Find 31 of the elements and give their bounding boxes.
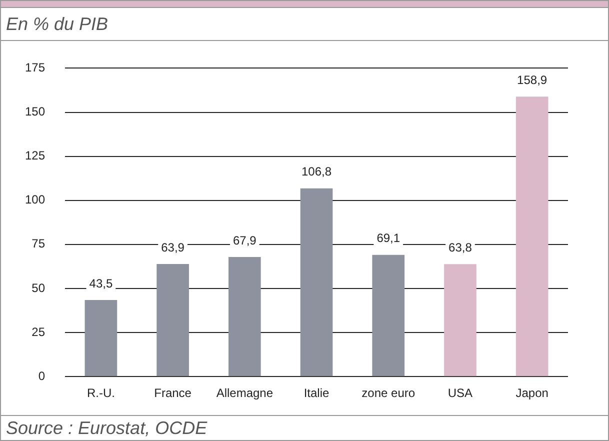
y-tick-label: 150 [24, 104, 46, 119]
data-label: 43,5 [89, 276, 113, 290]
bar [516, 96, 548, 376]
y-tick-label: 175 [24, 60, 46, 75]
x-tick-label: R.-U. [86, 386, 115, 400]
bar [84, 300, 118, 376]
x-tick-label: Japon [516, 386, 548, 400]
x-tick-label: zone euro [362, 386, 416, 400]
bar [444, 264, 476, 376]
y-tick-label: 25 [32, 324, 46, 339]
data-label: 63,9 [161, 240, 185, 254]
data-label: 69,1 [376, 231, 400, 246]
bar [300, 188, 333, 376]
data-label: 158,9 [517, 72, 548, 87]
y-tick-label: 125 [24, 148, 46, 163]
x-tick-label: USA [448, 386, 473, 400]
y-tick-label: 75 [32, 236, 46, 251]
y-tick-label: 100 [24, 192, 46, 207]
data-label: 63,8 [448, 240, 472, 254]
data-label: 106,8 [301, 164, 332, 179]
data-label: 67,9 [232, 233, 257, 248]
bar [228, 256, 261, 376]
source-note: Source : Eurostat, OCDE [6, 418, 208, 439]
bar [372, 254, 405, 376]
y-tick-label: 0 [38, 368, 46, 383]
chart-title: En % du PIB [1, 8, 608, 41]
y-tick-label: 50 [32, 280, 46, 295]
x-tick-label: Allemagne [216, 386, 274, 400]
x-tick-label: Italie [304, 386, 330, 400]
bar [156, 264, 189, 376]
x-tick-label: France [154, 386, 192, 400]
